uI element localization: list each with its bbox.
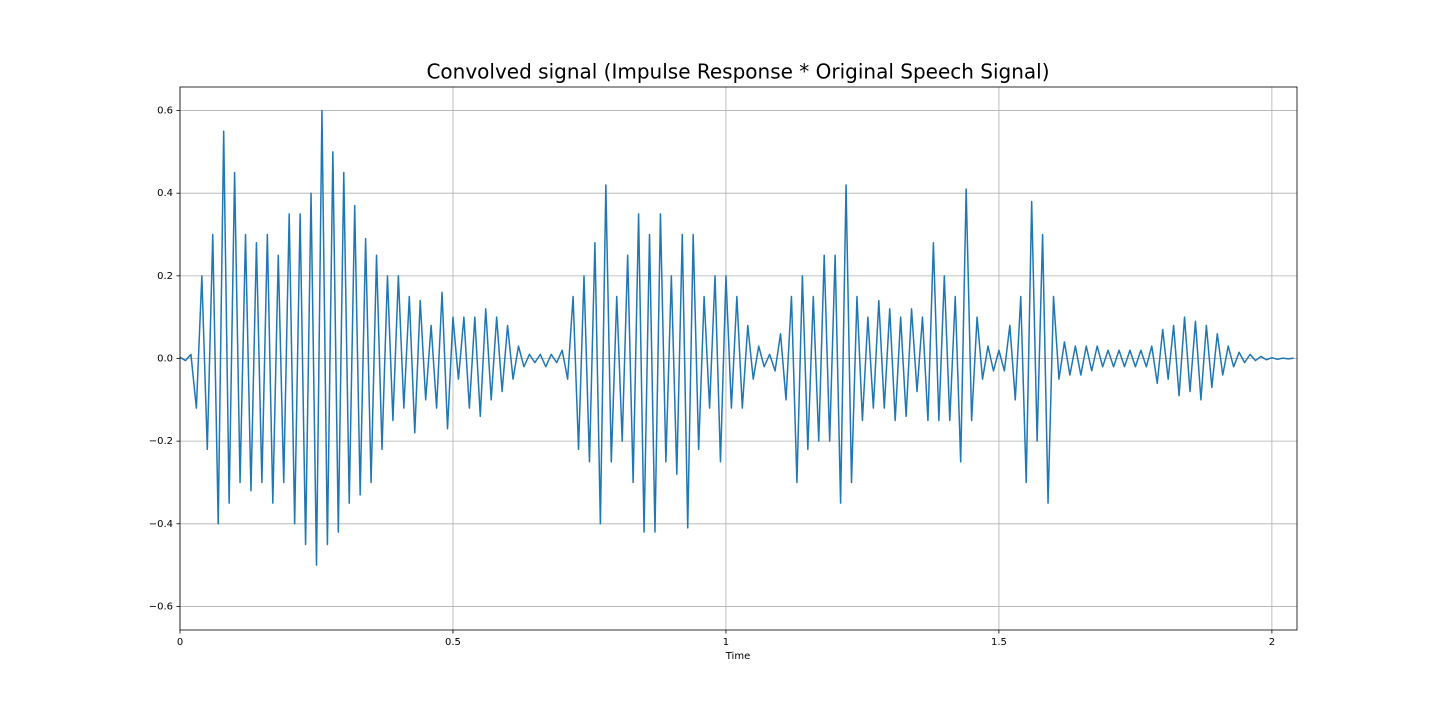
x-tick-label: 2 <box>1269 637 1275 648</box>
waveform-line <box>179 109 1294 566</box>
x-tick-label: 1 <box>723 637 729 648</box>
y-tick-label: 0.0 <box>157 354 173 365</box>
y-tick-label: 0.6 <box>157 106 173 117</box>
x-tick-label: 0 <box>177 637 183 648</box>
y-tick-label: 0.4 <box>157 188 173 199</box>
y-tick-label: −0.2 <box>149 436 173 447</box>
y-tick-label: −0.4 <box>149 519 173 530</box>
x-tick-label: 0.5 <box>445 637 461 648</box>
y-tick-label: −0.6 <box>149 601 173 612</box>
x-axis-label: Time <box>725 651 750 662</box>
chart-title: Convolved signal (Impulse Response * Ori… <box>426 60 1049 84</box>
x-tick-label: 1.5 <box>991 637 1007 648</box>
plot-frame <box>179 86 1298 631</box>
y-tick-label: 0.2 <box>157 271 173 282</box>
